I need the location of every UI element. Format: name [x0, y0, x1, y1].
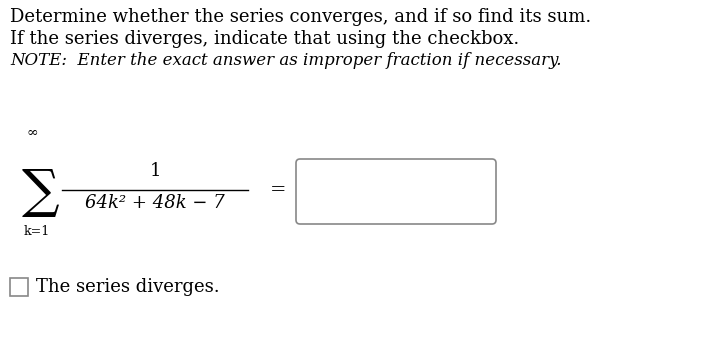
Text: Determine whether the series converges, and if so find its sum.: Determine whether the series converges, …	[10, 8, 591, 26]
Text: ∑: ∑	[22, 167, 60, 218]
Text: The series diverges.: The series diverges.	[36, 278, 219, 296]
Text: 1: 1	[150, 162, 161, 180]
Text: =: =	[270, 181, 286, 199]
Text: ∞: ∞	[26, 126, 38, 140]
Bar	[10, 278, 28, 296]
Text: 64k² + 48k − 7: 64k² + 48k − 7	[85, 194, 225, 212]
Text: NOTE:  Enter the exact answer as improper fraction if necessary.: NOTE: Enter the exact answer as improper…	[10, 52, 562, 69]
FancyBboxPatch shape	[296, 159, 496, 224]
Text: If the series diverges, indicate that using the checkbox.: If the series diverges, indicate that us…	[10, 30, 519, 48]
Text: k=1: k=1	[24, 225, 51, 238]
